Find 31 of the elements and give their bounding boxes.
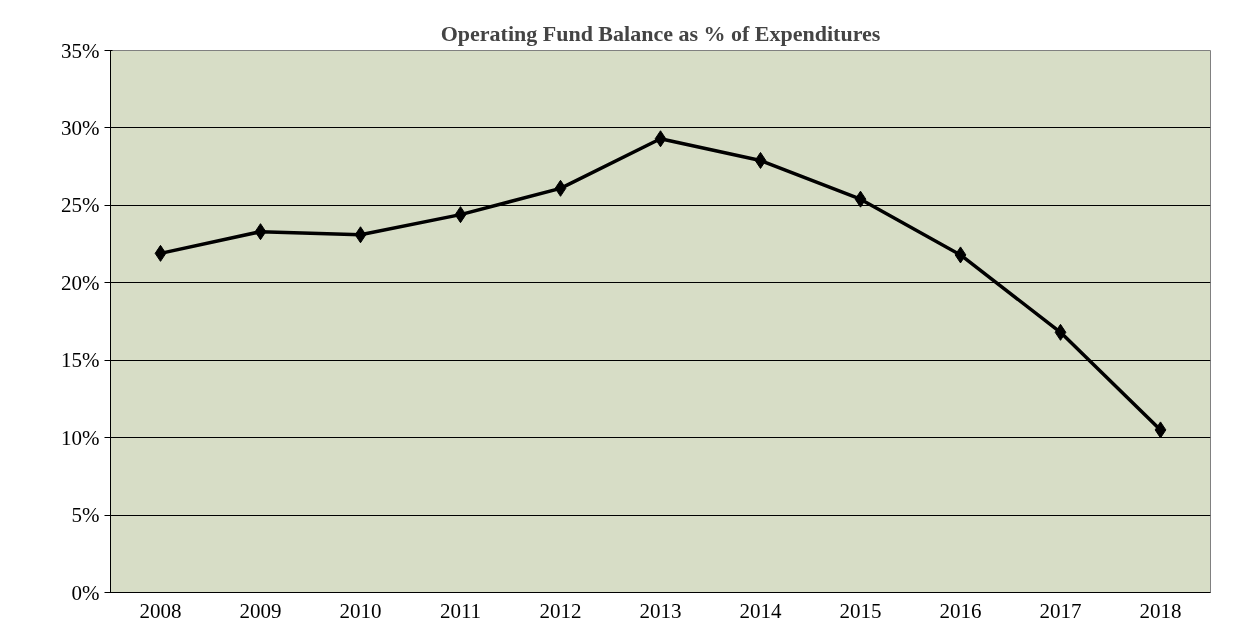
x-tick-label: 2016 (939, 598, 982, 623)
y-tick-label: 10% (61, 425, 100, 450)
x-tick-label: 2008 (139, 598, 182, 623)
y-tick-label: 30% (61, 115, 100, 140)
point (1154, 421, 1167, 439)
y-tick-label: 35% (61, 38, 100, 63)
y-tick-label: 5% (71, 503, 100, 528)
x-tick-label: 2011 (439, 598, 482, 623)
x-tick-label: 2018 (1139, 598, 1182, 623)
y-tick-label: 15% (61, 348, 100, 373)
point (654, 130, 667, 148)
point (554, 179, 567, 197)
x-tick-label: 2015 (839, 598, 882, 623)
point (754, 151, 767, 169)
point (1054, 323, 1067, 341)
x-tick-label: 2012 (539, 598, 582, 623)
point (354, 226, 367, 244)
point (254, 223, 267, 241)
x-tick-label: 2009 (239, 598, 282, 623)
point (454, 206, 467, 224)
point (154, 244, 167, 262)
point (854, 190, 867, 208)
x-tick-label: 2013 (639, 598, 682, 623)
y-tick-label: 0% (71, 580, 100, 605)
x-tick-label: 2014 (739, 598, 782, 623)
point (954, 246, 967, 264)
x-tick-label: 2010 (339, 598, 382, 623)
y-tick-label: 20% (61, 270, 100, 295)
y-tick-label: 25% (61, 193, 100, 218)
chart-title: Operating Fund Balance as % of Expenditures (440, 20, 881, 46)
x-tick-label: 2017 (1039, 598, 1082, 623)
